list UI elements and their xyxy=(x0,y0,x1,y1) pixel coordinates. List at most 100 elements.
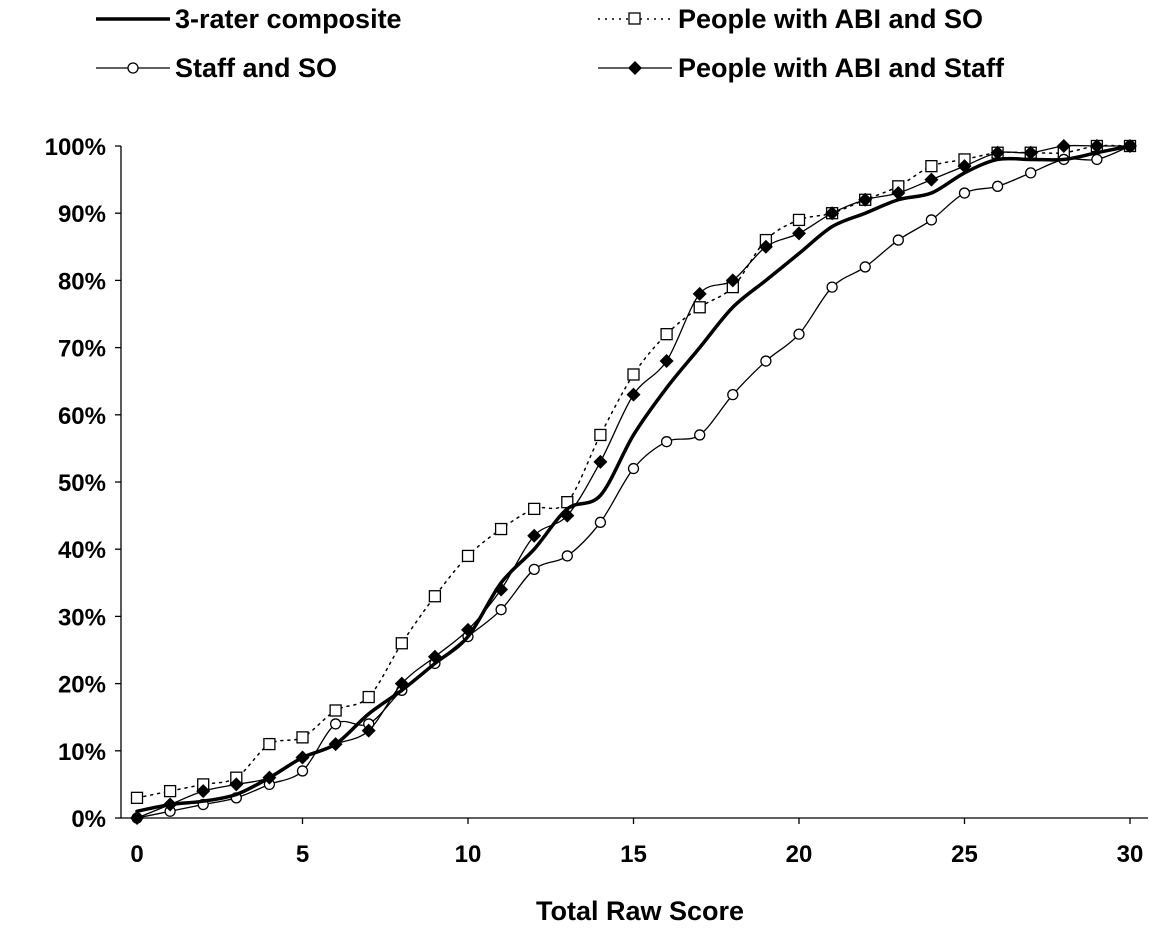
data-point-diamond xyxy=(891,186,906,201)
data-point-square xyxy=(925,160,938,173)
data-point-circle xyxy=(528,563,540,576)
series-line-3-rater-composite xyxy=(135,144,1132,814)
data-point-diamond xyxy=(725,273,740,288)
y-ticks: 0% 10% 20% 30% 40% 50% 60% 70% 80% 90% 100% xyxy=(45,134,121,833)
legend-label-people-with-abi-and-so: People with ABI and SO xyxy=(678,4,983,34)
data-point-circle xyxy=(793,328,805,340)
y-tick-label: 100% xyxy=(45,134,106,161)
y-tick-label: 80% xyxy=(58,268,106,295)
y-tick-label: 40% xyxy=(58,537,106,564)
data-point-square xyxy=(329,704,342,717)
y-tick-label: 30% xyxy=(58,604,106,631)
data-point-diamond xyxy=(626,387,641,402)
legend-marker-filled-diamond xyxy=(628,61,642,75)
series-staff-and-so xyxy=(131,140,1136,824)
data-point-circle xyxy=(329,718,342,730)
y-tick-label: 20% xyxy=(58,672,106,699)
data-point-square xyxy=(163,784,177,798)
data-point-diamond xyxy=(1056,139,1071,153)
data-point-square xyxy=(461,549,475,563)
series-line-staff-and-so xyxy=(136,145,1131,819)
data-point-circle xyxy=(627,462,640,475)
legend-label-people-with-abi-and-staff: People with ABI and Staff xyxy=(678,53,1005,83)
data-point-circle xyxy=(727,388,739,401)
data-point-diamond xyxy=(229,777,244,792)
x-ticks: 0 5 10 15 20 25 30 xyxy=(130,818,1143,868)
data-point-circle xyxy=(594,516,607,528)
legend-item-people-with-abi-and-so: People with ABI and SO xyxy=(598,4,983,34)
data-point-square xyxy=(594,428,607,442)
data-point-diamond xyxy=(758,239,773,254)
data-point-circle xyxy=(1025,167,1037,179)
data-point-diamond xyxy=(1089,139,1104,153)
data-point-diamond xyxy=(1123,139,1137,153)
data-point-diamond xyxy=(262,770,277,785)
x-tick-label: 15 xyxy=(620,841,647,868)
data-point-circle xyxy=(760,355,772,367)
legend-label-staff-and-so: Staff and SO xyxy=(175,53,337,83)
legend-marker-open-circle xyxy=(127,62,139,74)
series-3-rater-composite xyxy=(135,144,1132,814)
data-point-diamond xyxy=(295,750,310,765)
data-point-circle xyxy=(892,234,904,246)
data-point-square xyxy=(362,690,375,704)
data-point-square xyxy=(395,637,408,650)
data-point-square xyxy=(792,213,806,227)
data-point-diamond xyxy=(361,723,376,738)
data-point-diamond xyxy=(990,145,1005,160)
data-point-diamond xyxy=(163,797,178,812)
data-point-diamond xyxy=(427,649,442,664)
data-point-circle xyxy=(958,187,971,199)
data-point-diamond xyxy=(825,206,840,221)
data-point-diamond xyxy=(560,508,575,523)
y-tick-label: 60% xyxy=(58,403,106,430)
data-point-square xyxy=(296,731,309,744)
data-point-circle xyxy=(660,436,673,448)
x-tick-label: 0 xyxy=(130,841,143,868)
data-point-square xyxy=(428,590,442,603)
data-point-diamond xyxy=(957,159,972,174)
data-point-diamond xyxy=(461,622,475,637)
y-tick-label: 50% xyxy=(58,470,106,497)
x-tick-label: 25 xyxy=(951,841,978,868)
series-layer xyxy=(130,139,1137,825)
legend: 3-rater composite People with ABI and SO… xyxy=(96,4,1005,83)
data-point-circle xyxy=(561,550,573,562)
data-point-diamond xyxy=(130,811,144,825)
y-tick-label: 70% xyxy=(58,336,106,363)
data-point-circle xyxy=(495,604,507,616)
data-point-diamond xyxy=(924,172,939,187)
axes xyxy=(120,146,1148,819)
data-point-circle xyxy=(826,281,838,293)
legend-item-people-with-abi-and-staff: People with ABI and Staff xyxy=(598,53,1005,83)
x-tick-label: 10 xyxy=(455,841,482,868)
data-point-square xyxy=(130,791,144,804)
y-tick-label: 0% xyxy=(71,806,106,833)
x-axis-title: Total Raw Score xyxy=(536,896,744,926)
y-tick-label: 10% xyxy=(58,739,106,766)
data-point-circle xyxy=(859,261,871,273)
data-point-diamond xyxy=(328,737,343,752)
data-point-diamond xyxy=(527,528,542,543)
data-point-circle xyxy=(925,214,938,226)
data-point-diamond xyxy=(196,784,211,799)
data-point-diamond xyxy=(494,582,509,597)
data-point-diamond xyxy=(593,454,608,469)
data-point-circle xyxy=(1091,153,1103,166)
data-point-diamond xyxy=(692,286,707,301)
data-point-circle xyxy=(991,180,1004,192)
x-tick-label: 30 xyxy=(1117,841,1144,868)
data-point-diamond xyxy=(1023,145,1038,160)
data-point-circle xyxy=(296,765,309,777)
data-point-diamond xyxy=(792,226,806,241)
data-point-diamond xyxy=(858,192,873,207)
series-line-people-with-abi-and-staff xyxy=(136,144,1131,819)
data-point-square xyxy=(693,301,706,314)
x-tick-label: 5 xyxy=(296,841,309,868)
data-point-circle xyxy=(694,429,706,441)
data-point-diamond xyxy=(394,676,409,691)
x-tick-label: 20 xyxy=(786,841,813,868)
series-people-with-abi-and-staff xyxy=(130,139,1137,825)
